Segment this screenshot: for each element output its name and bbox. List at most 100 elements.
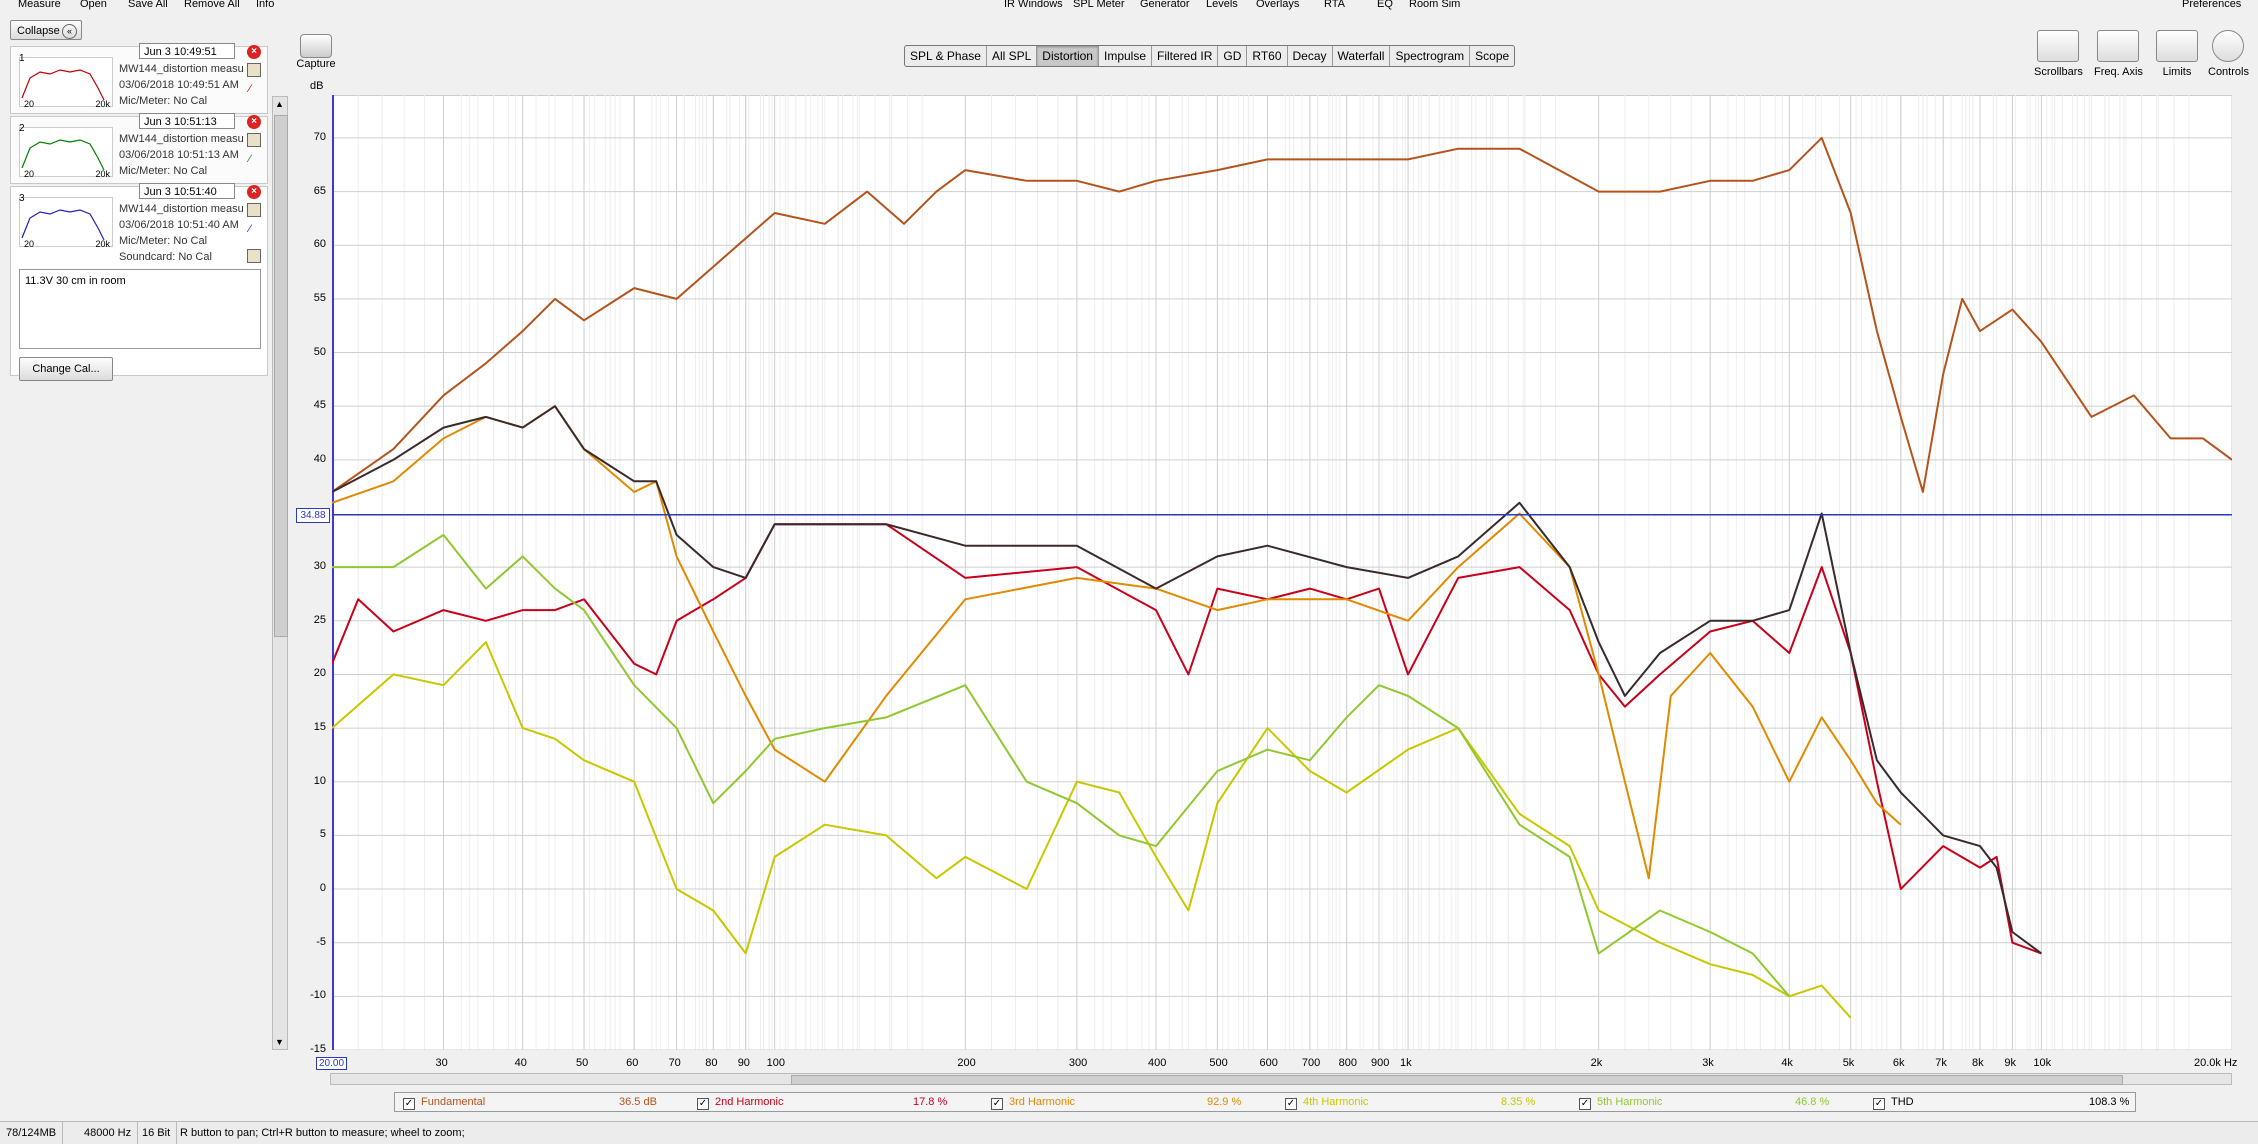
tab-spectrogram[interactable]: Spectrogram <box>1390 46 1471 66</box>
freq-axis-button[interactable]: Freq. Axis <box>2094 30 2143 78</box>
measurement-number: 3 <box>19 193 25 204</box>
y-tick-label: 40 <box>313 452 326 465</box>
legend-item[interactable]: ✓ 3rd Harmonic <box>991 1093 1075 1111</box>
tab-distortion[interactable]: Distortion <box>1037 46 1099 66</box>
tab-rt60[interactable]: RT60 <box>1247 46 1288 66</box>
thumbnail-graph-icon <box>21 69 105 101</box>
y-tick-label: -5 <box>316 935 326 948</box>
edit-icon[interactable] <box>247 63 261 77</box>
color-icon[interactable]: ⁄ <box>249 223 251 235</box>
measurement-notes[interactable]: 11.3V 30 cm in room <box>19 269 261 349</box>
tab-waterfall[interactable]: Waterfall <box>1333 46 1391 66</box>
tab-spl-phase[interactable]: SPL & Phase <box>905 46 987 66</box>
scroll-up-icon[interactable]: ▲ <box>275 99 284 109</box>
menu-preferences[interactable]: Preferences <box>2182 0 2242 10</box>
measurement-item-2[interactable]: Jun 3 10:51:13 20 20k 2 MW144_distortion… <box>10 113 268 184</box>
limits-button[interactable]: Limits <box>2156 30 2198 78</box>
x-tick-label: 4k <box>1781 1057 1793 1069</box>
series-line <box>332 523 2042 955</box>
legend-item[interactable]: ✓ 2nd Harmonic <box>697 1093 783 1111</box>
tab-gd[interactable]: GD <box>1218 46 1248 66</box>
y-tick-label: -10 <box>310 989 326 1002</box>
y-tick-label: 65 <box>313 184 326 197</box>
collapse-label: Collapse <box>17 25 60 37</box>
menu-measure[interactable]: Measure <box>18 0 61 10</box>
y-tick-label: 50 <box>313 345 326 358</box>
panel-scrollbar[interactable]: ▲ ▼ <box>272 96 288 1050</box>
scrollbars-button[interactable]: Scrollbars <box>2034 30 2083 78</box>
color-icon[interactable]: ⁄ <box>249 83 251 95</box>
legend-checkbox[interactable]: ✓ <box>1285 1098 1297 1110</box>
menu-save-all[interactable]: Save All <box>128 0 168 10</box>
menu-levels[interactable]: Levels <box>1206 0 1238 10</box>
plot-background <box>332 95 2232 1050</box>
collapse-button[interactable]: Collapse « <box>10 20 82 40</box>
legend-value: 46.8 % <box>1795 1096 1830 1108</box>
x-tick-label: 6k <box>1892 1057 1905 1069</box>
capture-button[interactable]: Capture <box>296 34 336 70</box>
thumb-range-high: 20k <box>95 239 110 249</box>
legend-checkbox[interactable]: ✓ <box>403 1098 415 1110</box>
menu-info[interactable]: Info <box>256 0 275 10</box>
measurement-timestamp[interactable]: Jun 3 10:51:40 <box>139 183 235 199</box>
series-line <box>332 136 2232 493</box>
change-cal-button[interactable]: Change Cal... <box>19 357 113 381</box>
chevron-left-icon: « <box>62 24 77 39</box>
y-tick-label: 10 <box>313 774 326 787</box>
measurement-timestamp[interactable]: Jun 3 10:51:13 <box>139 113 235 129</box>
y-tick-label: 45 <box>313 399 326 412</box>
close-icon[interactable]: × <box>247 45 261 59</box>
legend-checkbox[interactable]: ✓ <box>991 1098 1003 1110</box>
legend-value: 8.35 % <box>1501 1096 1536 1108</box>
menu-generator[interactable]: Generator <box>1140 0 1190 10</box>
measurement-mic: Mic/Meter: No Cal <box>119 165 208 177</box>
menu-room-sim[interactable]: Room Sim <box>1409 0 1461 10</box>
close-icon[interactable]: × <box>247 185 261 199</box>
menu-spl-meter[interactable]: SPL Meter <box>1073 0 1125 10</box>
distortion-chart[interactable] <box>332 95 2232 1050</box>
menu-remove-all[interactable]: Remove All <box>184 0 240 10</box>
measurement-item-3[interactable]: Jun 3 10:51:40 20 20k 3 MW144_distortion… <box>10 183 268 381</box>
measurement-mic: Mic/Meter: No Cal <box>119 235 208 247</box>
x-tick-label: 90 <box>737 1057 750 1069</box>
legend-item[interactable]: ✓ 5th Harmonic <box>1579 1093 1662 1111</box>
legend-checkbox[interactable]: ✓ <box>1579 1098 1591 1110</box>
x-tick-label: 3k <box>1702 1057 1714 1069</box>
freq-scrollbar[interactable] <box>330 1073 2232 1085</box>
tab-scope[interactable]: Scope <box>1475 49 1510 63</box>
legend-value: 92.9 % <box>1207 1096 1242 1108</box>
legend-checkbox[interactable]: ✓ <box>697 1098 709 1110</box>
tab-filtered-ir[interactable]: Filtered IR <box>1152 46 1219 66</box>
freq-scrollbar-thumb[interactable] <box>791 1075 2123 1085</box>
menu-eq[interactable]: EQ <box>1377 0 1393 10</box>
x-tick-label: 20.0k Hz <box>2194 1057 2238 1069</box>
edit-icon[interactable] <box>247 203 261 217</box>
info-icon[interactable] <box>247 249 261 263</box>
scroll-down-icon[interactable]: ▼ <box>275 1037 284 1047</box>
legend-checkbox[interactable]: ✓ <box>1873 1098 1885 1110</box>
measurement-item-1[interactable]: Jun 3 10:49:51 20 20k 1 MW144_distortion… <box>10 43 268 114</box>
menu-open[interactable]: Open <box>80 0 107 10</box>
tab-impulse[interactable]: Impulse <box>1099 46 1153 66</box>
legend-item[interactable]: ✓ 4th Harmonic <box>1285 1093 1368 1111</box>
controls-button[interactable]: Controls <box>2208 30 2249 78</box>
gear-icon <box>2212 30 2245 62</box>
menu-overlays[interactable]: Overlays <box>1256 0 1300 10</box>
thumb-range-high: 20k <box>95 169 110 179</box>
measurement-date: 03/06/2018 10:49:51 AM <box>119 79 239 91</box>
status-sample-rate: 48000 Hz <box>78 1122 139 1144</box>
x-tick-label: 40 <box>514 1057 527 1069</box>
measurement-thumbnail: 20 20k <box>19 57 113 109</box>
close-icon[interactable]: × <box>247 115 261 129</box>
edit-icon[interactable] <box>247 133 261 147</box>
legend-item[interactable]: ✓ THD <box>1873 1093 1914 1111</box>
tab-decay[interactable]: Decay <box>1288 46 1333 66</box>
measurement-timestamp[interactable]: Jun 3 10:49:51 <box>139 43 235 59</box>
menu-ir-windows[interactable]: IR Windows <box>1004 0 1063 10</box>
thumb-range-high: 20k <box>95 99 110 109</box>
menu-rta[interactable]: RTA <box>1324 0 1345 10</box>
scrollbar-thumb[interactable] <box>274 115 288 637</box>
legend-item[interactable]: ✓ Fundamental <box>403 1093 485 1111</box>
tab-all-spl[interactable]: All SPL <box>987 46 1038 66</box>
color-icon[interactable]: ⁄ <box>249 153 251 165</box>
